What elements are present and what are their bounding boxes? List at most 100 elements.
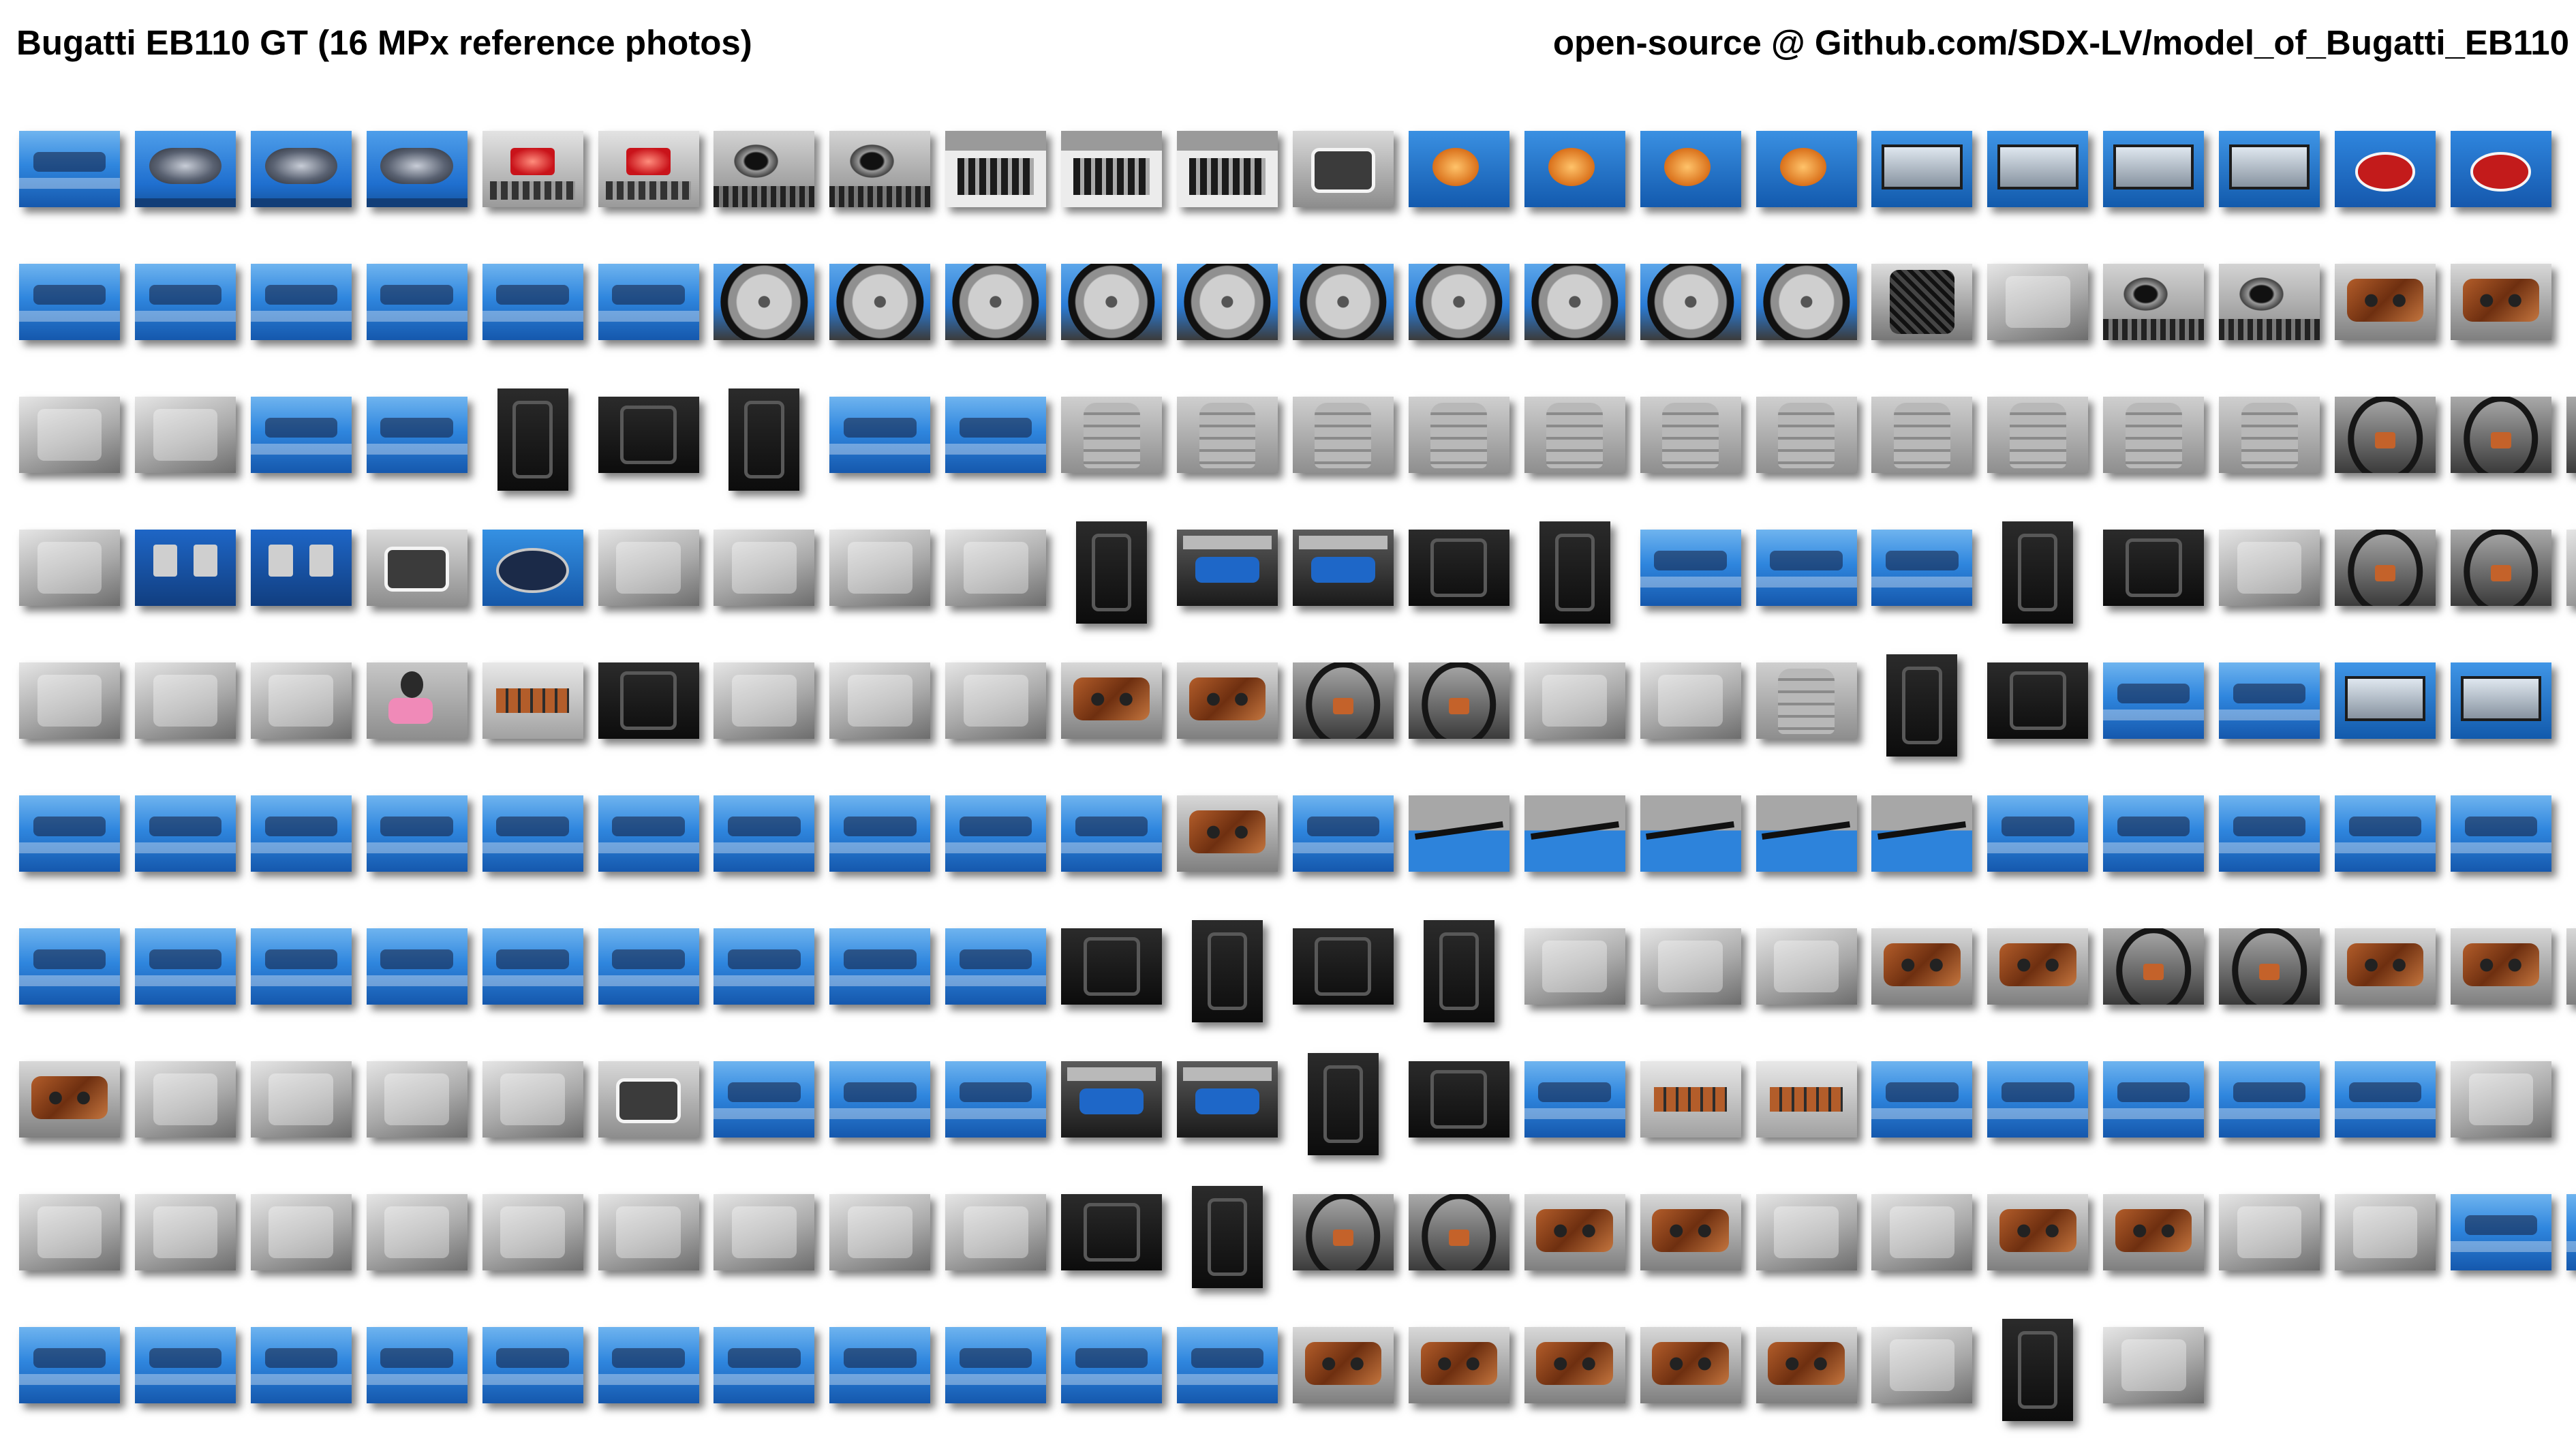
photo-thumbnail[interactable] (945, 928, 1047, 1005)
photo-thumbnail[interactable] (19, 1061, 120, 1138)
photo-thumbnail[interactable] (2103, 662, 2205, 739)
photo-thumbnail[interactable] (1292, 928, 1394, 1005)
photo-thumbnail[interactable] (250, 662, 352, 739)
photo-thumbnail[interactable] (1177, 1061, 1278, 1138)
photo-thumbnail[interactable] (2566, 397, 2576, 473)
photo-thumbnail[interactable] (1524, 928, 1625, 1005)
photo-thumbnail[interactable] (19, 928, 120, 1005)
photo-thumbnail[interactable] (2103, 1327, 2205, 1403)
photo-thumbnail[interactable] (714, 928, 815, 1005)
photo-thumbnail[interactable] (497, 388, 568, 491)
photo-thumbnail[interactable] (250, 795, 352, 872)
photo-thumbnail[interactable] (134, 131, 236, 207)
photo-thumbnail[interactable] (1871, 131, 1973, 207)
photo-thumbnail[interactable] (945, 1327, 1047, 1403)
photo-thumbnail[interactable] (829, 397, 931, 473)
photo-thumbnail[interactable] (1192, 920, 1263, 1022)
photo-thumbnail[interactable] (2002, 521, 2074, 624)
photo-thumbnail[interactable] (2335, 1061, 2436, 1138)
photo-thumbnail[interactable] (1177, 264, 1278, 340)
photo-thumbnail[interactable] (1076, 521, 1148, 624)
photo-thumbnail[interactable] (1408, 131, 1509, 207)
photo-thumbnail[interactable] (366, 928, 467, 1005)
photo-thumbnail[interactable] (598, 131, 699, 207)
photo-thumbnail[interactable] (2566, 530, 2576, 606)
photo-thumbnail[interactable] (1871, 795, 1973, 872)
photo-thumbnail[interactable] (2335, 264, 2436, 340)
photo-thumbnail[interactable] (2002, 1319, 2074, 1421)
photo-thumbnail[interactable] (134, 795, 236, 872)
photo-thumbnail[interactable] (1539, 521, 1610, 624)
photo-thumbnail[interactable] (1987, 264, 2089, 340)
photo-thumbnail[interactable] (19, 397, 120, 473)
photo-thumbnail[interactable] (2566, 1194, 2576, 1270)
photo-thumbnail[interactable] (2335, 397, 2436, 473)
photo-thumbnail[interactable] (1987, 397, 2089, 473)
photo-thumbnail[interactable] (714, 1061, 815, 1138)
photo-thumbnail[interactable] (1755, 795, 1857, 872)
photo-thumbnail[interactable] (2219, 264, 2320, 340)
photo-thumbnail[interactable] (19, 264, 120, 340)
photo-thumbnail[interactable] (250, 397, 352, 473)
photo-thumbnail[interactable] (366, 264, 467, 340)
photo-thumbnail[interactable] (1987, 662, 2089, 739)
photo-thumbnail[interactable] (2219, 397, 2320, 473)
photo-thumbnail[interactable] (1755, 1061, 1857, 1138)
photo-thumbnail[interactable] (1640, 795, 1741, 872)
photo-thumbnail[interactable] (1524, 397, 1625, 473)
photo-thumbnail[interactable] (1292, 1194, 1394, 1270)
photo-thumbnail[interactable] (1408, 530, 1509, 606)
photo-thumbnail[interactable] (250, 131, 352, 207)
photo-thumbnail[interactable] (945, 264, 1047, 340)
photo-thumbnail[interactable] (482, 1327, 583, 1403)
photo-thumbnail[interactable] (2219, 131, 2320, 207)
photo-thumbnail[interactable] (19, 1327, 120, 1403)
photo-thumbnail[interactable] (1292, 1327, 1394, 1403)
photo-thumbnail[interactable] (1423, 920, 1494, 1022)
photo-thumbnail[interactable] (1987, 1194, 2089, 1270)
photo-thumbnail[interactable] (1871, 397, 1973, 473)
photo-thumbnail[interactable] (366, 1327, 467, 1403)
photo-thumbnail[interactable] (366, 1061, 467, 1138)
photo-thumbnail[interactable] (1061, 1194, 1163, 1270)
photo-thumbnail[interactable] (1871, 928, 1973, 1005)
photo-thumbnail[interactable] (1755, 397, 1857, 473)
photo-thumbnail[interactable] (1177, 1327, 1278, 1403)
photo-thumbnail[interactable] (482, 1061, 583, 1138)
photo-thumbnail[interactable] (1871, 1327, 1973, 1403)
photo-thumbnail[interactable] (1640, 1327, 1741, 1403)
photo-thumbnail[interactable] (134, 1061, 236, 1138)
photo-thumbnail[interactable] (2103, 1061, 2205, 1138)
photo-thumbnail[interactable] (1524, 1194, 1625, 1270)
photo-thumbnail[interactable] (598, 1194, 699, 1270)
photo-thumbnail[interactable] (2335, 530, 2436, 606)
photo-thumbnail[interactable] (598, 264, 699, 340)
photo-thumbnail[interactable] (1408, 662, 1509, 739)
photo-thumbnail[interactable] (1177, 530, 1278, 606)
photo-thumbnail[interactable] (714, 662, 815, 739)
photo-thumbnail[interactable] (1640, 131, 1741, 207)
photo-thumbnail[interactable] (1177, 662, 1278, 739)
photo-thumbnail[interactable] (1524, 1061, 1625, 1138)
photo-thumbnail[interactable] (714, 795, 815, 872)
photo-thumbnail[interactable] (1292, 530, 1394, 606)
photo-thumbnail[interactable] (250, 928, 352, 1005)
photo-thumbnail[interactable] (482, 795, 583, 872)
photo-thumbnail[interactable] (1292, 131, 1394, 207)
photo-thumbnail[interactable] (2219, 1061, 2320, 1138)
photo-thumbnail[interactable] (829, 928, 931, 1005)
photo-thumbnail[interactable] (1640, 1194, 1741, 1270)
photo-thumbnail[interactable] (714, 264, 815, 340)
photo-thumbnail[interactable] (1061, 662, 1163, 739)
photo-thumbnail[interactable] (598, 1327, 699, 1403)
photo-thumbnail[interactable] (134, 264, 236, 340)
photo-thumbnail[interactable] (714, 1194, 815, 1270)
photo-thumbnail[interactable] (2450, 662, 2551, 739)
photo-thumbnail[interactable] (1061, 1061, 1163, 1138)
photo-thumbnail[interactable] (598, 397, 699, 473)
photo-thumbnail[interactable] (829, 795, 931, 872)
photo-thumbnail[interactable] (366, 1194, 467, 1270)
photo-thumbnail[interactable] (2450, 795, 2551, 872)
photo-thumbnail[interactable] (2103, 928, 2205, 1005)
photo-thumbnail[interactable] (19, 1194, 120, 1270)
